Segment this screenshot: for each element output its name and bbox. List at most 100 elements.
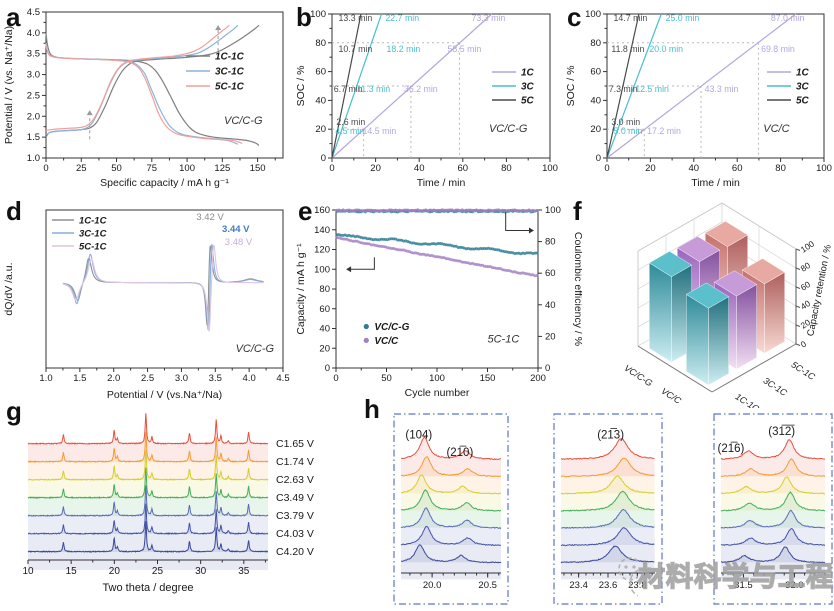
svg-text:25: 25: [152, 566, 164, 577]
svg-text:20: 20: [370, 163, 381, 174]
svg-text:5C-1C: 5C-1C: [488, 333, 520, 345]
panel-h: 20.0 20.5 (104) (21̅0) 23.4 23.6 23.8 (21̅3) 31.…: [362, 408, 834, 611]
svg-text:2.0: 2.0: [107, 373, 120, 384]
svg-text:1.0: 1.0: [39, 373, 52, 384]
zoom-box-1: 23.4 23.6 23.8 (21̅3): [553, 413, 663, 605]
svg-text:60: 60: [732, 163, 743, 174]
xrd-trace-C3.49 V: [27, 467, 269, 516]
svg-text:80: 80: [501, 163, 512, 174]
svg-text:6.7 min: 6.7 min: [334, 84, 363, 94]
svg-text:50: 50: [111, 163, 122, 174]
svg-text:60: 60: [315, 67, 326, 78]
svg-text:40: 40: [689, 163, 700, 174]
svg-text:4.0: 4.0: [243, 373, 256, 384]
series-VC/C-G: [335, 209, 539, 256]
svg-text:23.4: 23.4: [569, 580, 588, 591]
svg-text:7.3 min: 7.3 min: [609, 84, 638, 94]
series-3C-1C: [62, 243, 264, 331]
svg-text:1C-1C: 1C-1C: [215, 52, 245, 63]
rate-line-3C: [331, 13, 383, 159]
svg-text:13.3 min: 13.3 min: [339, 13, 373, 23]
svg-text:20: 20: [315, 124, 326, 135]
svg-text:3C: 3C: [796, 82, 810, 93]
xrd-trace-C2.63 V: [27, 449, 269, 498]
svg-text:3C-1C: 3C-1C: [79, 229, 107, 240]
svg-text:20: 20: [645, 163, 656, 174]
legend: 1C-1C 3C-1C 5C-1C: [186, 52, 245, 93]
svg-text:50: 50: [381, 373, 392, 384]
panel-c-chart: 0 20 40 60 80 100 0 20 40 60 80 100 Time / min SOC / …: [565, 9, 832, 189]
svg-text:1.5: 1.5: [27, 132, 40, 143]
svg-text:200: 200: [530, 373, 546, 384]
panel-h-letter: h: [364, 394, 380, 424]
rate-line-5C: [606, 13, 640, 159]
svg-text:3.5: 3.5: [209, 373, 222, 384]
svg-text:0: 0: [596, 153, 601, 164]
svg-text:C2.63 V: C2.63 V: [276, 474, 314, 486]
watermark-text: 材料科学与工程: [637, 561, 834, 592]
rate-line-1C: [331, 13, 493, 159]
svg-text:0: 0: [321, 153, 326, 164]
svg-text:Capacity retention / %: Capacity retention / %: [805, 243, 834, 337]
svg-text:(21̅6): (21̅6): [718, 443, 745, 455]
svg-text:0: 0: [333, 373, 338, 384]
legend: 1C 3C 5C: [492, 68, 535, 107]
svg-text:0: 0: [604, 163, 609, 174]
svg-text:100: 100: [545, 205, 561, 216]
svg-text:5.0 min: 5.0 min: [614, 126, 643, 136]
series-3C-1C: [45, 24, 239, 145]
panel-g-letter: g: [6, 396, 22, 426]
svg-text:150: 150: [250, 163, 266, 174]
svg-text:0: 0: [43, 163, 48, 174]
svg-text:75: 75: [147, 163, 158, 174]
svg-text:100: 100: [179, 163, 195, 174]
svg-text:87.0 min: 87.0 min: [771, 13, 805, 23]
svg-text:20: 20: [319, 343, 330, 354]
svg-text:2.6 min: 2.6 min: [336, 117, 365, 127]
xrd-trace-C3.79 V: [27, 485, 269, 534]
svg-text:3.5: 3.5: [27, 49, 40, 60]
panel-a-letter: a: [6, 2, 21, 32]
svg-text:C1.65 V: C1.65 V: [276, 438, 314, 450]
svg-text:1.5: 1.5: [73, 373, 86, 384]
svg-text:31.5: 31.5: [734, 580, 753, 591]
svg-text:VC/C-G: VC/C-G: [374, 322, 409, 333]
svg-text:10.7 min: 10.7 min: [339, 44, 373, 54]
svg-text:11.8 min: 11.8 min: [611, 44, 644, 54]
panel-b: 0 20 40 60 80 100 0 20 40 60 80 100 Time / min SOC / …: [292, 0, 562, 196]
series-5C-1C: [62, 244, 264, 332]
svg-text:0: 0: [325, 363, 330, 374]
svg-text:140: 140: [314, 225, 330, 236]
svg-text:Time / min: Time / min: [417, 177, 466, 189]
svg-text:5C: 5C: [796, 96, 810, 107]
panel-f: 0 20 40 60 80 100 Capacity retention / % 1C-1C 3…: [582, 196, 834, 408]
svg-text:11.3 min: 11.3 min: [357, 84, 390, 94]
svg-text:Potential / V (vs.Na⁺/Na): Potential / V (vs.Na⁺/Na): [107, 389, 222, 401]
svg-text:C3.79 V: C3.79 V: [276, 510, 314, 522]
xrd-trace-C4.03 V: [28, 503, 269, 552]
svg-text:5C-1C: 5C-1C: [79, 242, 107, 253]
svg-text:12.5 min: 12.5 min: [635, 84, 669, 94]
svg-text:SOC / %: SOC / %: [565, 66, 577, 107]
svg-text:C3.49 V: C3.49 V: [276, 492, 314, 504]
svg-text:58.5 min: 58.5 min: [448, 44, 482, 54]
panel-d-letter: d: [6, 196, 22, 226]
svg-text:Cycle number: Cycle number: [405, 387, 470, 399]
svg-text:22.7 min: 22.7 min: [385, 13, 419, 23]
svg-text:120: 120: [314, 245, 330, 256]
svg-text:40: 40: [545, 300, 556, 311]
svg-text:80: 80: [545, 237, 556, 248]
panel-e-chart: 0 50 100 150 2000204060801001201401600204060…: [295, 205, 582, 399]
svg-text:25.0 min: 25.0 min: [666, 13, 700, 23]
panel-a: 0 25 50 75 100 125 150 1.0 1.5 2.0 2.5 3.0 3.5 4.0 4.5…: [0, 0, 292, 196]
svg-text:Potential / V (vs. Na⁺/Na): Potential / V (vs. Na⁺/Na): [3, 26, 15, 144]
rate-line-3C: [606, 13, 662, 159]
svg-text:73.3 min: 73.3 min: [472, 13, 506, 23]
svg-text:4.5 min: 4.5 min: [335, 126, 364, 136]
svg-text:0: 0: [329, 163, 334, 174]
svg-text:100: 100: [585, 9, 601, 20]
svg-text:100: 100: [542, 163, 558, 174]
